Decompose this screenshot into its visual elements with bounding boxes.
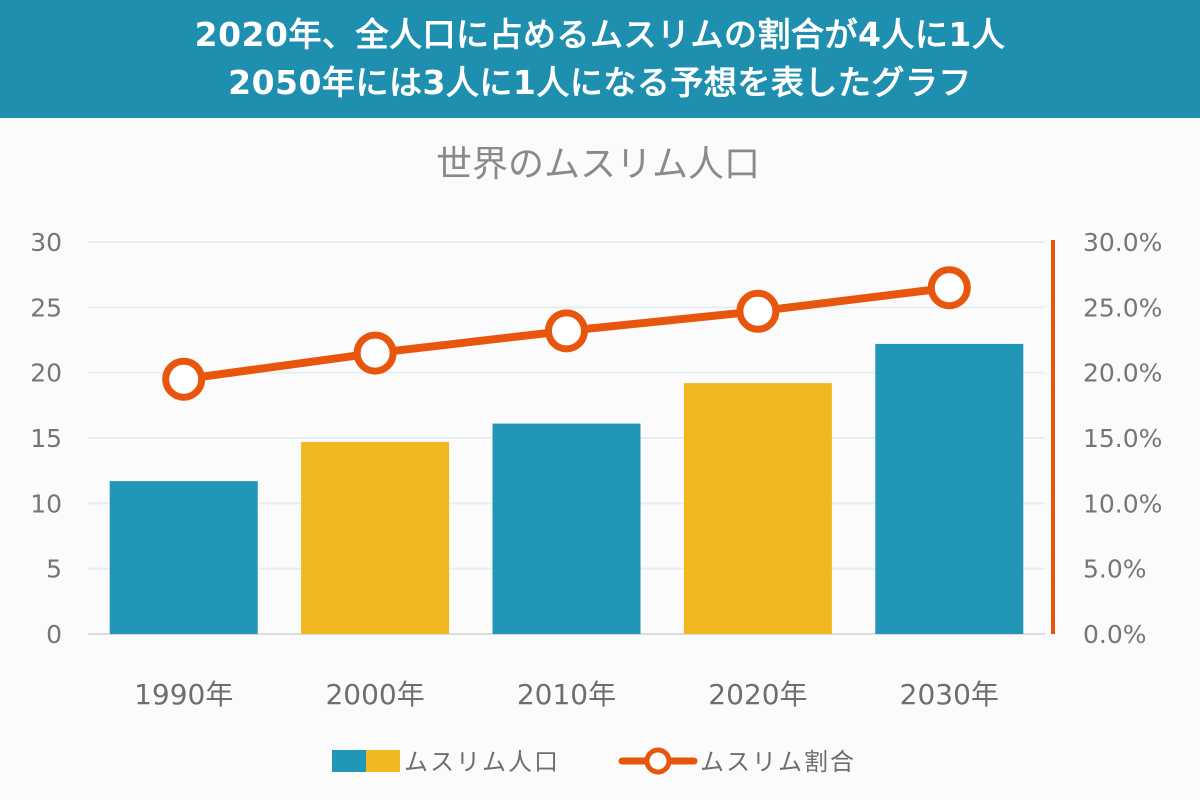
- category-labels: 1990年 2000年 2010年 2020年 2030年: [134, 678, 999, 711]
- category-label: 2030年: [900, 678, 999, 711]
- category-label: 2000年: [325, 678, 424, 711]
- right-tick-label: 0.0%: [1083, 620, 1147, 649]
- legend-label-ratio: ムスリム割合: [700, 748, 856, 776]
- right-tick-label: 5.0%: [1083, 555, 1147, 584]
- right-axis-ticks: 0.0% 5.0% 10.0% 15.0% 20.0% 25.0% 30.0%: [1051, 228, 1162, 649]
- category-label: 2010年: [517, 678, 616, 711]
- left-tick-label: 15: [30, 424, 62, 453]
- ratio-point: [545, 309, 588, 353]
- bar: [875, 343, 1024, 634]
- legend-swatch-blue: [332, 750, 366, 772]
- legend-label-population: ムスリム人口: [404, 748, 560, 776]
- banner-line-2: 2050年には3人に1人になる予想を表したグラフ: [228, 63, 972, 102]
- left-tick-label: 0: [46, 620, 62, 649]
- legend-marker-sample: [644, 747, 672, 775]
- title-banner: 2020年、全人口に占めるムスリムの割合が4人に1人 2050年には3人に1人に…: [0, 0, 1200, 118]
- bar: [301, 441, 450, 634]
- right-tick-label: 25.0%: [1083, 293, 1162, 322]
- right-tick-label: 10.0%: [1083, 489, 1162, 518]
- bars: [109, 343, 1024, 634]
- bar: [109, 481, 258, 634]
- ratio-point: [736, 289, 780, 333]
- ratio-line: [162, 266, 971, 401]
- bar: [683, 383, 832, 634]
- left-tick-label: 10: [30, 489, 62, 518]
- right-tick-label: 20.0%: [1083, 359, 1162, 388]
- ratio-point: [353, 331, 397, 375]
- chart-area: 世界のムスリム人口 0 5 10 15 20 25 30 0.0% 5.0% 10.0% 15.0…: [0, 118, 1200, 800]
- left-tick-label: 30: [30, 228, 62, 257]
- left-tick-label: 5: [46, 555, 62, 584]
- right-tick-label: 15.0%: [1083, 424, 1162, 453]
- left-tick-label: 25: [30, 293, 62, 322]
- banner-line-1: 2020年、全人口に占めるムスリムの割合が4人に1人: [194, 15, 1006, 54]
- left-axis-ticks: 0 5 10 15 20 25 30: [30, 228, 62, 649]
- left-tick-label: 20: [30, 359, 62, 388]
- right-tick-label: 30.0%: [1083, 228, 1162, 257]
- ratio-point: [162, 357, 206, 401]
- legend: ムスリム人口 ムスリム割合: [332, 747, 856, 776]
- category-label: 1990年: [134, 678, 233, 711]
- chart-title: 世界のムスリム人口: [436, 144, 760, 185]
- bar: [492, 423, 641, 634]
- category-label: 2020年: [708, 678, 807, 711]
- muslim-population-chart: 世界のムスリム人口 0 5 10 15 20 25 30 0.0% 5.0% 10.0% 15.0…: [30, 144, 1162, 776]
- legend-swatch-yellow: [366, 750, 400, 772]
- ratio-point: [927, 266, 971, 310]
